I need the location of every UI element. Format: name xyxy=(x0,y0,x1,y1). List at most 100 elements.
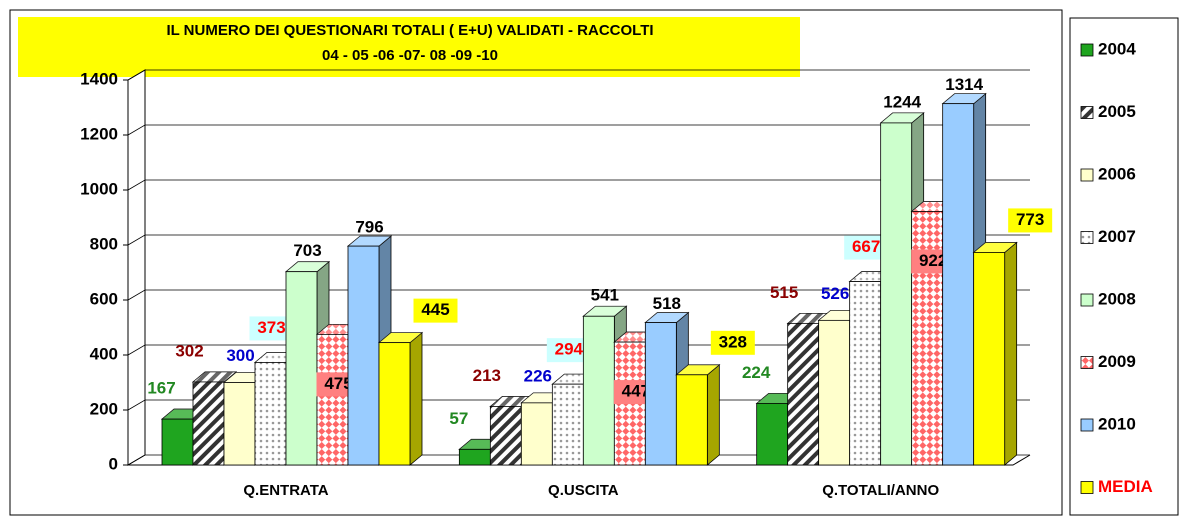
legend-swatch xyxy=(1080,168,1094,182)
value-label: 302 xyxy=(175,341,203,360)
bar-top-shade xyxy=(942,93,986,104)
bar xyxy=(787,322,820,466)
back-wall xyxy=(127,69,146,466)
y-tick-label: 800 xyxy=(90,234,118,253)
value-label: 518 xyxy=(653,294,681,313)
value-label: 1244 xyxy=(883,92,921,111)
bar xyxy=(223,382,256,466)
value-label: 515 xyxy=(770,283,798,302)
legend-swatch xyxy=(1080,43,1094,57)
y-tick-label: 1400 xyxy=(80,69,118,88)
value-label: 373 xyxy=(257,318,285,337)
legend-swatch xyxy=(1080,418,1094,432)
bar-top-shade xyxy=(583,306,627,317)
legend-swatch xyxy=(1080,106,1094,119)
title-box xyxy=(18,17,800,77)
bar-top-shade xyxy=(379,332,422,343)
value-label: 1314 xyxy=(945,75,983,94)
legend-label: 2006 xyxy=(1098,164,1136,183)
value-label: 667 xyxy=(852,237,880,256)
bar xyxy=(644,322,677,466)
legend-box xyxy=(1069,17,1179,516)
bar-top-shade xyxy=(348,236,391,247)
value-label: 213 xyxy=(473,366,501,385)
value-label: 796 xyxy=(355,218,383,237)
bar xyxy=(756,402,789,466)
bar-top-shade xyxy=(193,371,236,382)
x-tick-label: Q.ENTRATA xyxy=(243,482,328,499)
bar xyxy=(458,448,491,466)
bar-top-shade xyxy=(286,261,329,272)
bar xyxy=(378,342,411,466)
bar-side-shade xyxy=(707,364,720,465)
value-label: 773 xyxy=(1016,210,1044,229)
value-label: 541 xyxy=(591,286,619,305)
legend-label: 2005 xyxy=(1098,102,1136,121)
value-label: 526 xyxy=(821,284,849,303)
bar-top-shade xyxy=(645,312,689,323)
bar xyxy=(880,122,913,466)
bar xyxy=(973,252,1006,466)
bar xyxy=(161,418,194,466)
bar xyxy=(316,333,349,466)
bar xyxy=(489,406,522,466)
legend-label: 2010 xyxy=(1098,414,1136,433)
floor xyxy=(128,454,1031,466)
value-label: 703 xyxy=(293,241,321,260)
bar xyxy=(551,383,584,466)
value-label: 57 xyxy=(449,409,468,428)
chart-title: IL NUMERO DEI QUESTIONARI TOTALI ( E+U) … xyxy=(166,22,653,39)
bar xyxy=(285,271,318,466)
legend-label: 2004 xyxy=(1098,39,1136,58)
grid-line xyxy=(127,454,1030,466)
value-label-bg xyxy=(413,298,458,323)
bar-top-shade xyxy=(676,364,720,375)
bar xyxy=(347,245,380,466)
value-label: 224 xyxy=(742,363,771,382)
legend-label: MEDIA xyxy=(1098,477,1153,496)
grid-line xyxy=(127,124,1030,136)
bar-side-shade xyxy=(410,332,422,465)
y-tick-label: 600 xyxy=(90,289,118,308)
y-tick-label: 0 xyxy=(109,454,118,473)
bar xyxy=(254,362,287,466)
grid-line xyxy=(127,289,1030,301)
legend-swatch xyxy=(1080,231,1094,244)
y-tick-label: 400 xyxy=(90,344,118,363)
value-label: 445 xyxy=(421,300,449,319)
value-label-bg xyxy=(1008,208,1053,233)
x-tick-label: Q.TOTALI/ANNO xyxy=(822,482,939,499)
bar xyxy=(192,381,225,466)
value-label: 922 xyxy=(919,251,947,270)
value-label-bg xyxy=(710,330,755,355)
grid-line xyxy=(127,234,1030,246)
legend-label: 2009 xyxy=(1098,352,1136,371)
y-tick-label: 1200 xyxy=(80,124,118,143)
bar-top-shade xyxy=(973,242,1017,253)
legend-label: 2007 xyxy=(1098,227,1136,246)
legend-label: 2008 xyxy=(1098,289,1136,308)
chart-subtitle: 04 - 05 -06 -07- 08 -09 -10 xyxy=(322,47,498,64)
value-label: 226 xyxy=(524,366,552,385)
bar xyxy=(520,402,553,466)
bar xyxy=(675,374,708,466)
bar xyxy=(942,103,975,466)
bar xyxy=(582,315,615,466)
x-tick-label: Q.USCITA xyxy=(548,482,619,499)
bar-side-shade xyxy=(1004,242,1017,465)
legend-swatch xyxy=(1080,293,1094,307)
value-label: 328 xyxy=(719,332,747,351)
legend-swatch xyxy=(1080,356,1094,369)
legend-swatch xyxy=(1080,481,1094,494)
y-tick-label: 1000 xyxy=(80,179,118,198)
value-label: 475 xyxy=(324,374,352,393)
value-label: 300 xyxy=(226,346,254,365)
value-label: 447 xyxy=(622,382,650,401)
grid-line xyxy=(127,179,1030,191)
value-label: 167 xyxy=(147,379,175,398)
value-label: 294 xyxy=(555,340,584,359)
grid-line xyxy=(127,69,1030,81)
grid-line xyxy=(127,399,1030,411)
bar xyxy=(818,319,851,466)
